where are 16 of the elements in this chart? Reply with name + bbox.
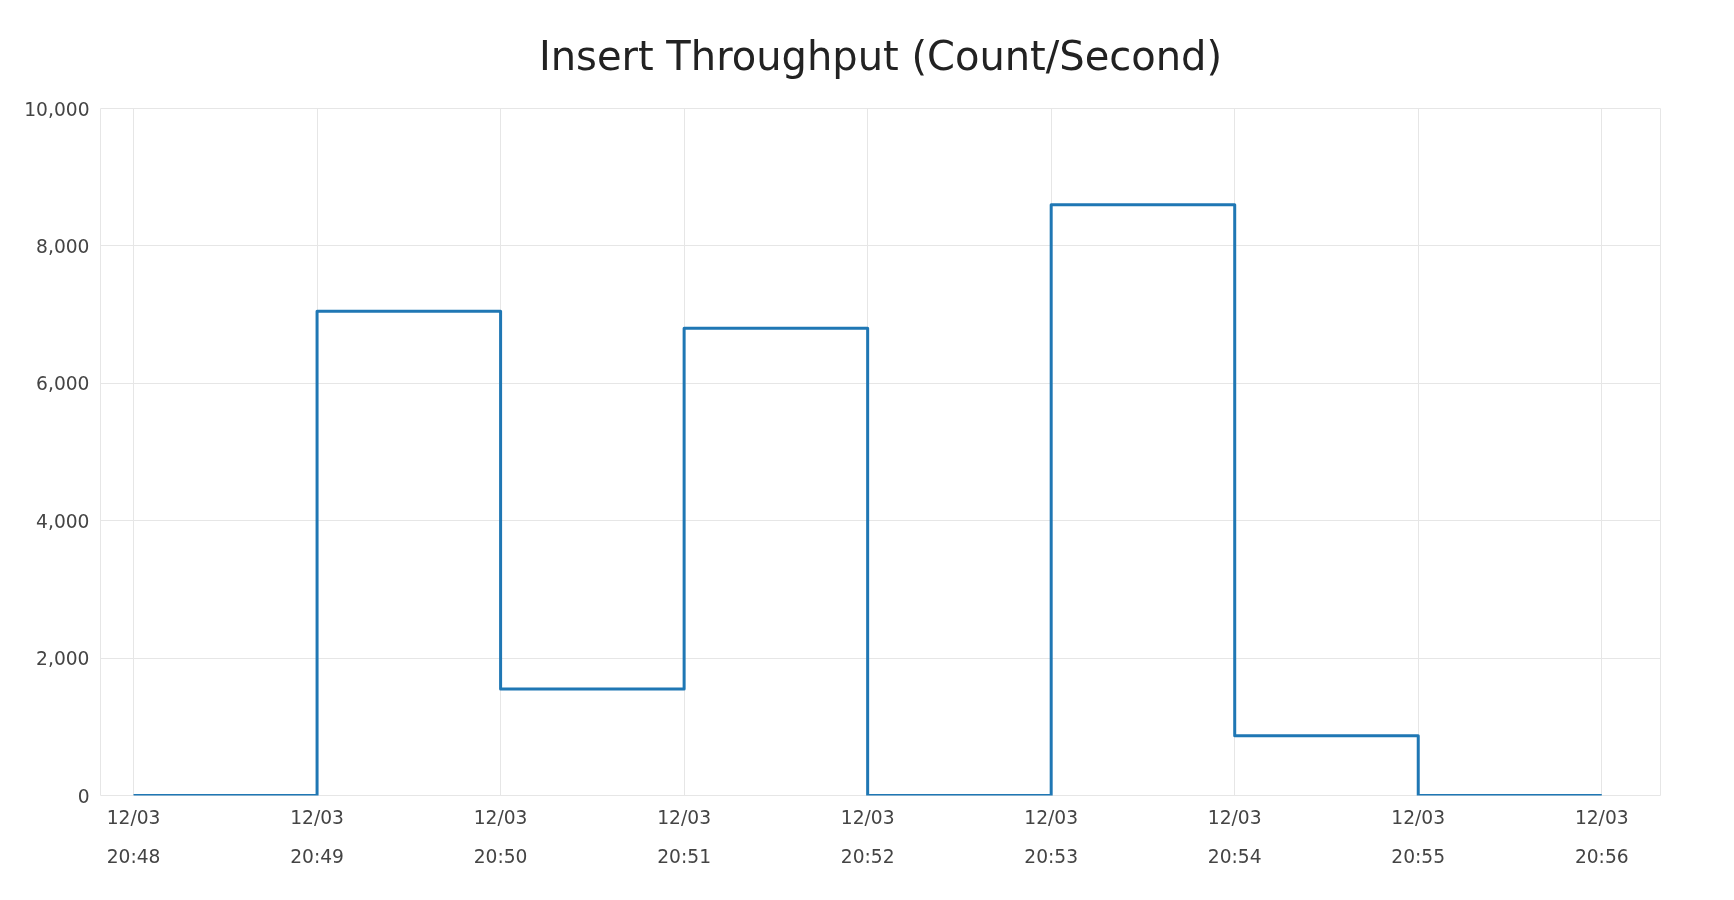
y-tick-label: 6,000 [36,373,90,395]
x-tick-label: 12/03 20:51 [657,806,712,868]
x-tick-label: 12/03 20:55 [1391,806,1446,868]
x-tick-label: 12/03 20:49 [290,806,344,868]
x-tick-label: 12/03 20:50 [473,806,528,868]
y-tick-label: 0 [77,785,90,807]
x-tick-label: 12/03 20:52 [840,806,895,868]
y-tick-label: 4,000 [36,510,90,532]
x-tick-label: 12/03 20:54 [1207,806,1262,868]
x-tick-label: 12/03 20:53 [1024,806,1079,868]
y-tick-label: 2,000 [36,648,90,670]
chart-title: Insert Throughput (Count/Second) [538,32,1223,79]
y-tick-label: 10,000 [24,98,90,120]
y-tick-label: 8,000 [36,235,90,257]
x-tick-label: 12/03 20:48 [106,806,161,868]
x-tick-label: 12/03 20:56 [1574,806,1629,868]
